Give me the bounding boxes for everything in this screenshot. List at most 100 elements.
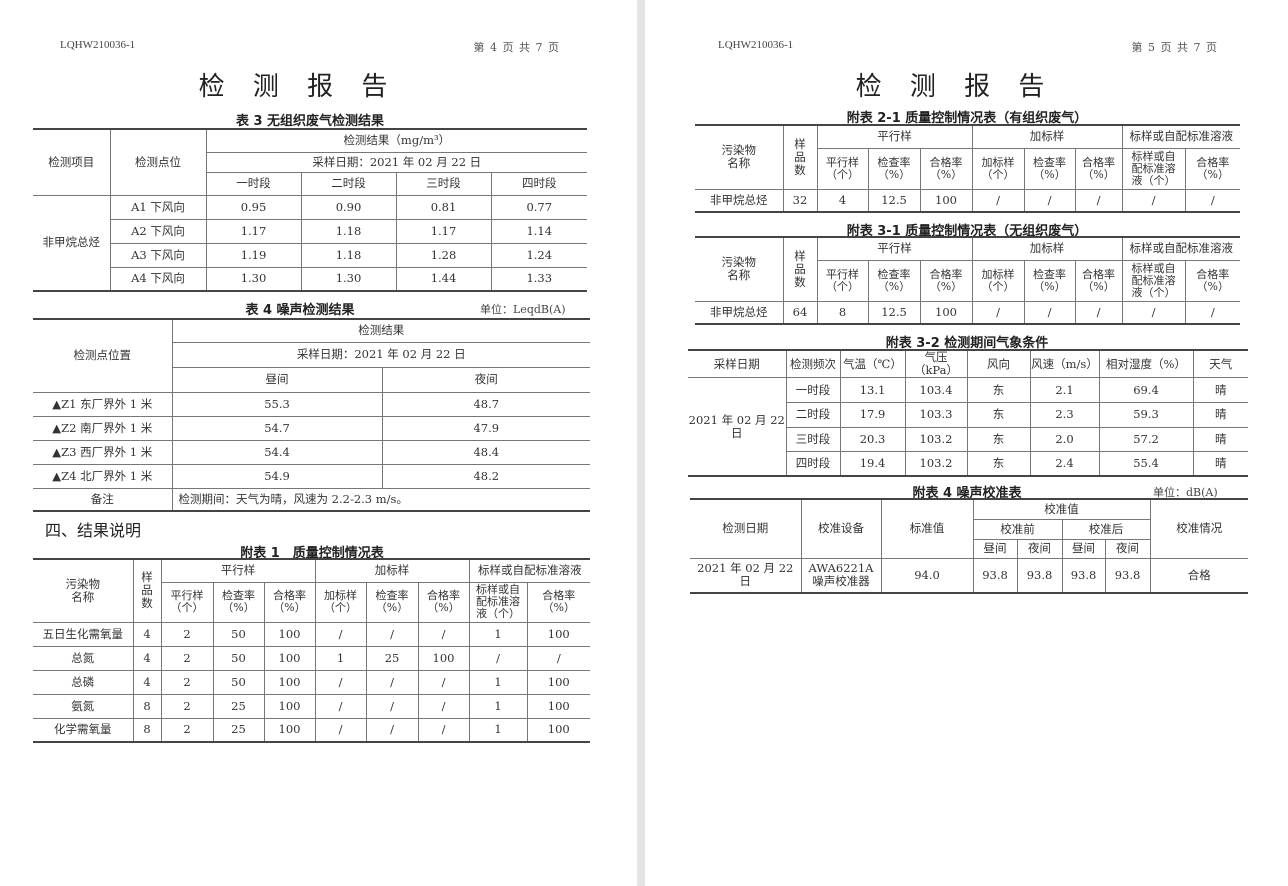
- value-cell: 2: [160, 621, 214, 647]
- header-cell: 三时段: [395, 171, 492, 196]
- value-cell: 0.77: [490, 194, 588, 220]
- device-cell: AWA6221A 噪声校准器: [800, 557, 882, 594]
- table-row: 四时段 19.4 103.2 东 2.4 55.4 晴: [688, 451, 1248, 477]
- value-cell: 93.8: [1016, 557, 1063, 594]
- table4-caption: 表 4 噪声检测结果: [245, 303, 355, 318]
- appendix3-2-weather-conditions: 采样日期 检测频次 气温（℃） 气压（kPa） 风向 风速（m/s） 相对湿度（%） 天气 20…: [688, 349, 1248, 477]
- header-row: 采样日期：2021 年 02 月 22 日: [33, 151, 588, 173]
- table3-fugitive-gas-results: 检测项目 检测点位 检测结果（mg/m³） 采样日期：2021 年 02 月 22 日…: [33, 128, 588, 292]
- value-cell: 103.4: [904, 377, 968, 403]
- value-cell: 100: [263, 669, 316, 695]
- appendix3-1-caption: 附表 3-1 质量控制情况表（无组织废气）: [846, 224, 1088, 239]
- appendix2-1-caption: 附表 2-1 质量控制情况表（有组织废气）: [846, 111, 1088, 126]
- value-cell: 东: [966, 451, 1031, 477]
- value-cell: /: [417, 717, 470, 743]
- value-cell: 1: [468, 693, 528, 719]
- table4-noise-results: 检测点位置 检测结果 采样日期：2021 年 02 月 22 日昼间 夜间 ▲Z1 东厂…: [33, 318, 590, 512]
- header-cell: 加标样: [314, 558, 470, 583]
- header-cell: 检测日期: [690, 498, 802, 559]
- value-cell: 1.19: [205, 242, 302, 268]
- value-cell: /: [417, 621, 470, 647]
- value-cell: 93.8: [972, 557, 1018, 594]
- appendix1-quality-control: 污染物 名称样 品 数平行样 加标样 标样或自配标准溶液 平行样 （个） 检查率 （%）…: [33, 558, 591, 743]
- value-cell: 东: [966, 377, 1031, 403]
- table-row: ▲Z2 南厂界外 1 米 54.7 47.9: [33, 415, 590, 441]
- appendix4-caption: 附表 4 噪声校准表: [912, 486, 1022, 501]
- value-cell: /: [1074, 188, 1123, 213]
- value-cell: 2: [160, 645, 214, 671]
- header-cell: 夜间: [1016, 538, 1063, 559]
- table-row: ▲Z1 东厂界外 1 米 55.3 48.7: [33, 391, 590, 417]
- value-cell: 54.7: [171, 415, 383, 441]
- value-cell: /: [1023, 300, 1076, 325]
- header-cell: 校准情况: [1149, 498, 1248, 559]
- header-cell: 标样或自配标准溶液: [1121, 236, 1241, 261]
- header-cell: 标样或自 配标准溶 液（个）: [1121, 147, 1186, 190]
- document-id: LQHW210036-1: [718, 39, 794, 51]
- value-cell: /: [417, 669, 470, 695]
- pollutant-cell: 非甲烷总烃: [695, 188, 784, 213]
- value-cell: 0.81: [395, 194, 492, 220]
- table-row: 化学需氧量 8 2 25 100///1 100: [33, 717, 591, 743]
- value-cell: 48.7: [381, 391, 590, 417]
- value-cell: 69.4: [1098, 377, 1194, 403]
- header-cell: 污染物 名称: [33, 558, 134, 623]
- header-row: 一时段 二时段 三时段 四时段: [33, 171, 588, 196]
- header-cell: 检查率 （%）: [365, 581, 419, 623]
- report-page-5: LQHW210036-1 第 5 页 共 7 页 检 测 报 告 附表 2-1 …: [645, 0, 1288, 886]
- value-cell: 1.28: [395, 242, 492, 268]
- header-row: 平行样 （个） 检查率 （%） 合格率 （%） 加标样 （个） 检查率 （%） 合格率 （…: [33, 581, 591, 623]
- document-id: LQHW210036-1: [60, 39, 136, 51]
- appendix2-1-quality-control: 污染物 名称样 品 数平行样 加标样 标样或自配标准溶液 平行样 （个） 检查率 （%）…: [695, 124, 1241, 213]
- header-cell: 四时段: [490, 171, 588, 196]
- header-cell: 检查率 （%）: [1023, 147, 1076, 190]
- appendix3-1-quality-control: 污染物 名称样 品 数平行样 加标样 标样或自配标准溶液 平行样 （个） 检查率 （%）…: [695, 236, 1241, 325]
- value-cell: 100: [263, 717, 316, 743]
- value-cell: /: [365, 669, 419, 695]
- value-cell: 1: [468, 717, 528, 743]
- value-cell: 4: [132, 645, 162, 671]
- value-cell: 1.17: [395, 218, 492, 244]
- value-cell: 1.33: [490, 266, 588, 292]
- value-cell: 19.4: [839, 451, 906, 477]
- header-cell: 标样或自配标准溶液: [1121, 124, 1241, 149]
- value-cell: 二时段: [786, 402, 841, 428]
- header-cell: 检查率 （%）: [867, 147, 921, 190]
- point-cell: A4 下风向: [110, 266, 207, 292]
- header-cell: 平行样 （个）: [161, 581, 214, 623]
- table-row: 2021 年 02 月 22 日一时段 13.1 103.4 东 2.1 69.4 晴: [688, 377, 1248, 477]
- appendix1-caption: 附表 1 质量控制情况表: [240, 546, 384, 561]
- value-cell: 25: [365, 645, 419, 671]
- value-cell: 100: [526, 669, 591, 695]
- date-cell: 2021 年 02 月 22 日: [688, 377, 787, 477]
- appendix4-unit: 单位：dB(A): [1153, 486, 1218, 499]
- header-cell: 夜间: [1104, 538, 1150, 559]
- header-cell: 合格率 （%）: [263, 581, 316, 623]
- value-cell: /: [365, 693, 419, 719]
- value-cell: 1.24: [490, 242, 588, 268]
- value-cell: /: [1023, 188, 1076, 213]
- table-row: 氨氮 8 2 25 100///1 100: [33, 693, 591, 719]
- header-cell: 加标样: [971, 124, 1123, 149]
- value-cell: 100: [263, 621, 316, 647]
- value-cell: 三时段: [786, 426, 841, 452]
- value-cell: 四时段: [786, 451, 841, 477]
- header-cell: 合格率 （%）: [919, 259, 973, 302]
- value-cell: /: [314, 669, 367, 695]
- value-cell: 1.44: [395, 266, 492, 292]
- header-cell: 样 品 数: [782, 124, 818, 190]
- value-cell: 晴: [1192, 451, 1248, 477]
- point-cell: A2 下风向: [110, 218, 207, 244]
- header-cell: 标准值: [880, 498, 974, 559]
- header-cell: 检测结果（mg/m³）: [205, 128, 588, 153]
- value-cell: 32: [782, 188, 818, 213]
- value-cell: /: [1184, 188, 1241, 213]
- point-cell: A1 下风向: [109, 194, 207, 220]
- header-cell: 检查率 （%）: [212, 581, 265, 623]
- table-row: A4 下风向 1.30 1.30 1.44 1.33: [33, 266, 588, 292]
- value-cell: 2: [160, 717, 214, 743]
- pollutant-cell: 总氮: [33, 645, 134, 671]
- pollutant-cell: 氨氮: [33, 693, 134, 719]
- header-cell: 加标样: [971, 236, 1123, 261]
- page-number: 第 4 页 共 7 页: [473, 41, 560, 54]
